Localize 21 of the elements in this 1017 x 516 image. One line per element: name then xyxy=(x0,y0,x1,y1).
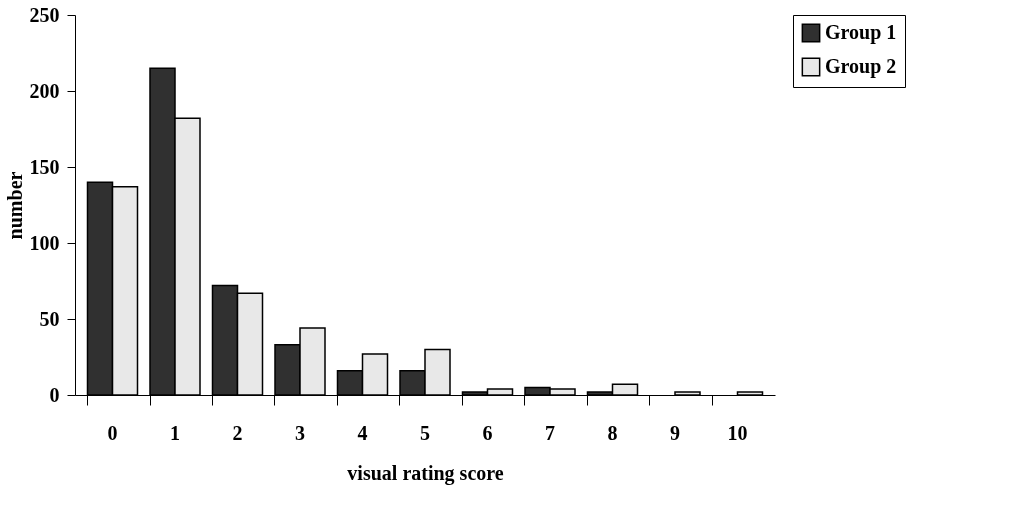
x-tick-label: 5 xyxy=(420,421,430,444)
y-tick-label: 200 xyxy=(29,79,60,102)
y-axis-title: number xyxy=(3,171,26,240)
x-tick-label: 10 xyxy=(727,421,748,444)
x-tick-label: 8 xyxy=(607,421,618,444)
y-tick-label: 150 xyxy=(29,155,60,178)
legend-label: Group 2 xyxy=(825,55,897,78)
x-tick-label: 7 xyxy=(545,421,555,444)
legend-label: Group 1 xyxy=(825,21,897,44)
x-tick-label: 4 xyxy=(357,421,368,444)
y-tick-label: 0 xyxy=(49,383,60,406)
x-tick-label: 9 xyxy=(670,421,680,444)
x-tick-label: 1 xyxy=(170,421,180,444)
x-tick-label: 6 xyxy=(482,421,493,444)
y-tick-label: 100 xyxy=(29,231,60,254)
y-tick-label: 50 xyxy=(39,307,60,330)
x-tick-label: 3 xyxy=(295,421,305,444)
x-axis-title: visual rating score xyxy=(347,461,504,485)
x-tick-label: 2 xyxy=(232,421,243,444)
x-tick-label: 0 xyxy=(107,421,118,444)
y-tick-label: 250 xyxy=(29,3,60,26)
